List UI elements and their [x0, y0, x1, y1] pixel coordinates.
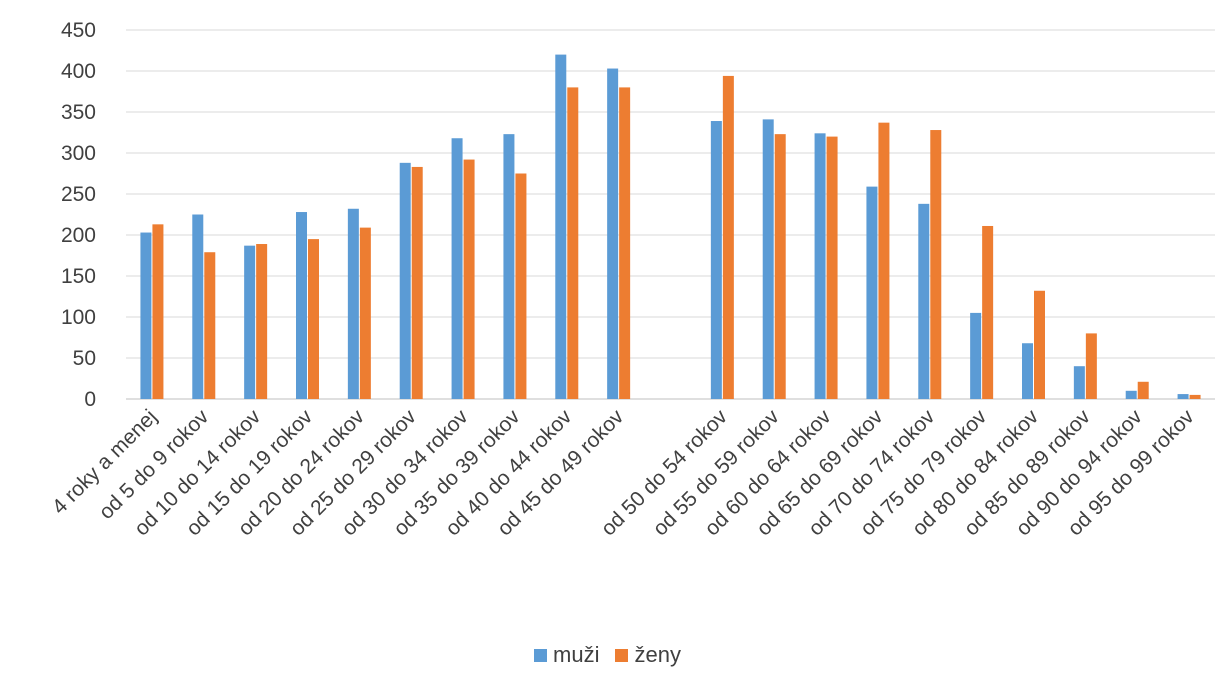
bar-muzi	[1022, 343, 1033, 399]
bar-zeny	[515, 173, 527, 399]
legend-swatch-muzi	[534, 648, 548, 662]
bars	[140, 54, 1201, 400]
y-tick-label: 200	[61, 224, 96, 247]
bar-zeny	[878, 122, 890, 399]
bar-muzi	[607, 68, 619, 399]
y-tick-label: 150	[61, 265, 96, 288]
bar-muzi	[555, 54, 567, 399]
y-tick-label: 100	[61, 306, 96, 329]
bar-zeny	[619, 87, 631, 400]
bar-zeny	[152, 224, 164, 399]
bar-muzi	[296, 212, 307, 399]
bar-muzi	[814, 133, 826, 399]
y-tick-label: 0	[84, 388, 96, 411]
bar-zeny	[308, 239, 319, 399]
bar-muzi	[918, 203, 930, 399]
bar-zeny	[463, 159, 475, 399]
bar-muzi	[866, 186, 878, 399]
legend-label-zeny: ženy	[634, 642, 681, 667]
y-tick-label: 350	[61, 101, 96, 124]
bar-muzi	[762, 119, 774, 399]
y-tick-label: 450	[61, 19, 96, 42]
bar-zeny	[982, 225, 994, 399]
bar-zeny	[204, 252, 216, 399]
legend-item-zeny: ženy	[615, 642, 681, 668]
bar-muzi	[710, 121, 722, 400]
gridlines	[126, 29, 1215, 400]
bar-muzi	[244, 245, 256, 399]
legend-label-muzi: muži	[553, 642, 600, 667]
legend-swatch-zeny	[615, 648, 629, 662]
bar-chart: 0 50 100 150 200 250 300 350 400 450 4 roky a men…	[48, 19, 1215, 540]
bar-zeny	[722, 75, 734, 400]
bar-muzi	[1177, 394, 1189, 399]
legend-item-muzi: muži	[534, 642, 599, 668]
bar-zeny	[411, 166, 423, 399]
bar-muzi	[970, 312, 982, 399]
bar-zeny	[359, 227, 371, 399]
bar-zeny	[1085, 333, 1097, 399]
bar-muzi	[503, 134, 515, 399]
bar-muzi	[140, 232, 152, 399]
y-tick-label: 50	[73, 347, 96, 370]
legend: muži ženy	[0, 640, 1215, 670]
bar-muzi	[1125, 390, 1137, 399]
bar-zeny	[1034, 290, 1045, 399]
bar-zeny	[826, 136, 838, 399]
bar-zeny	[930, 130, 942, 400]
bar-muzi	[347, 208, 359, 399]
bar-zeny	[1189, 394, 1201, 399]
bar-muzi	[399, 162, 411, 399]
bar-zeny	[774, 134, 786, 399]
bar-muzi	[1073, 366, 1085, 399]
y-axis-ticks: 0 50 100 150 200 250 300 350 400 450	[61, 19, 96, 411]
bar-zeny	[256, 244, 268, 399]
y-tick-label: 400	[61, 60, 96, 83]
bar-zeny	[1137, 381, 1149, 399]
bar-zeny	[567, 87, 579, 400]
bar-muzi	[192, 214, 204, 399]
y-tick-label: 300	[61, 142, 96, 165]
y-tick-label: 250	[61, 183, 96, 206]
bar-muzi	[451, 138, 463, 400]
